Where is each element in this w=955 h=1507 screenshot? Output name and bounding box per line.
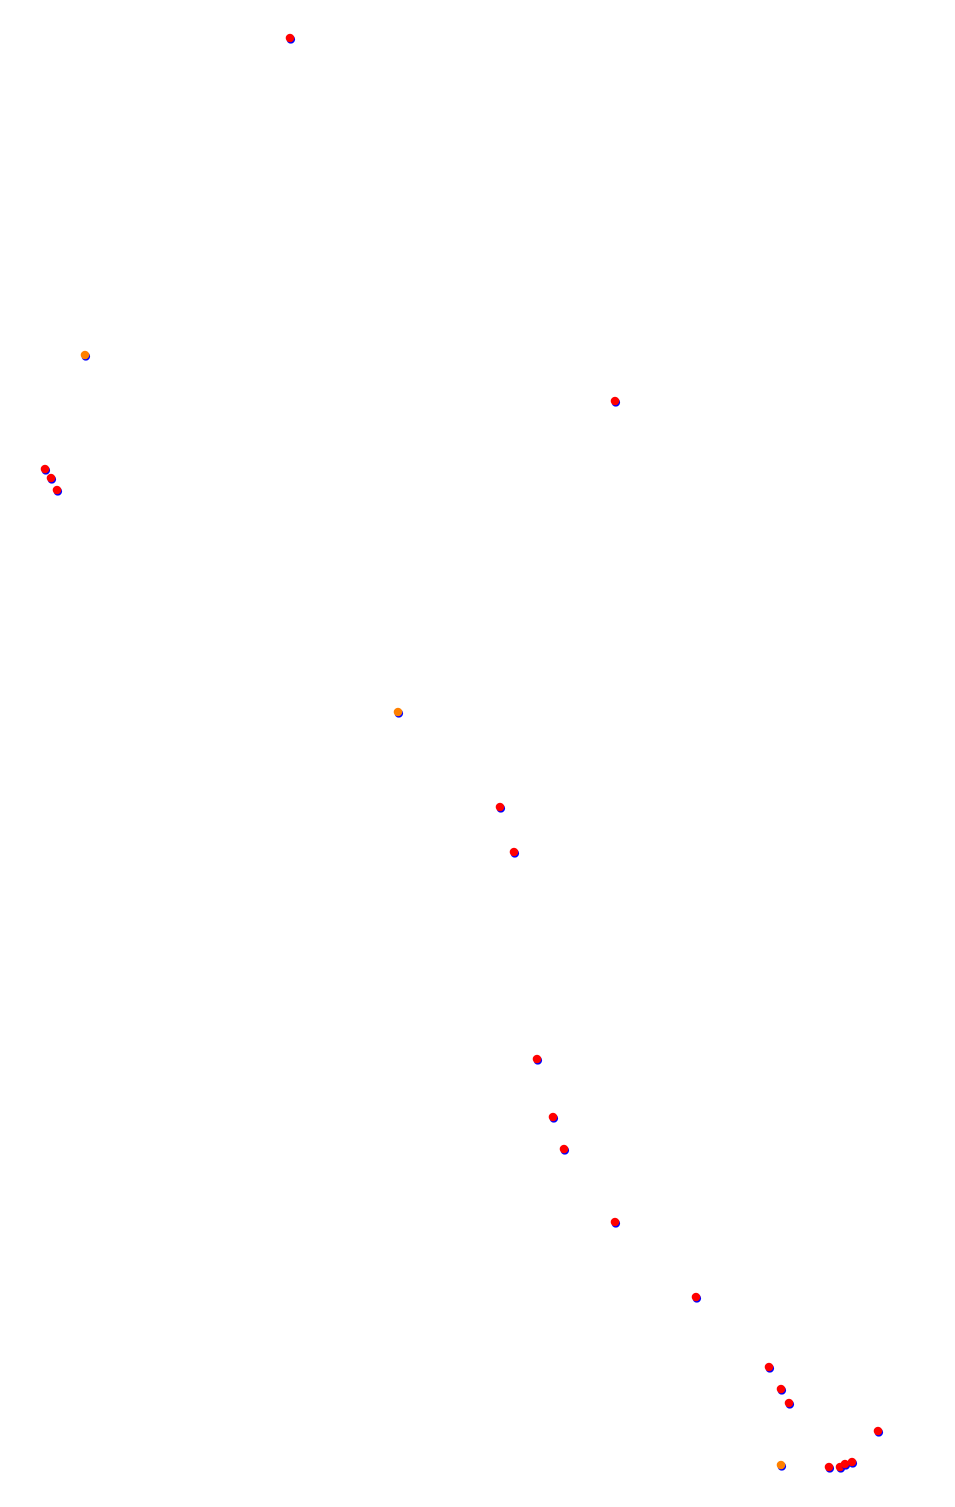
point-marker [393,707,403,717]
data-point [776,1384,787,1395]
data-point [495,802,506,813]
point-marker [80,350,90,360]
data-point [532,1054,543,1065]
point-marker [548,1112,558,1122]
data-point [776,1460,787,1471]
data-point [46,473,57,484]
point-marker [610,396,620,406]
point-marker [40,464,50,474]
data-point [393,707,404,718]
data-point [285,33,296,44]
point-marker [784,1398,794,1408]
data-point [873,1426,884,1437]
data-point [784,1398,795,1409]
point-marker [495,802,505,812]
point-marker [52,485,62,495]
point-marker [764,1362,774,1372]
data-point [548,1112,559,1123]
data-point [824,1462,835,1473]
point-marker [509,847,519,857]
data-point [52,485,63,496]
point-marker [46,473,56,483]
point-marker [691,1292,701,1302]
point-marker [840,1459,850,1469]
data-point [559,1144,570,1155]
data-point [610,1217,621,1228]
point-marker [847,1457,857,1467]
point-marker [824,1462,834,1472]
point-marker [776,1384,786,1394]
point-marker [285,33,295,43]
data-point [509,847,520,858]
data-point [80,350,91,361]
point-marker [610,1217,620,1227]
data-point [610,396,621,407]
point-marker [532,1054,542,1064]
data-point [847,1457,858,1468]
data-point [764,1362,775,1373]
point-marker [873,1426,883,1436]
data-point [691,1292,702,1303]
point-marker [776,1460,786,1470]
data-point [40,464,51,475]
point-marker [559,1144,569,1154]
